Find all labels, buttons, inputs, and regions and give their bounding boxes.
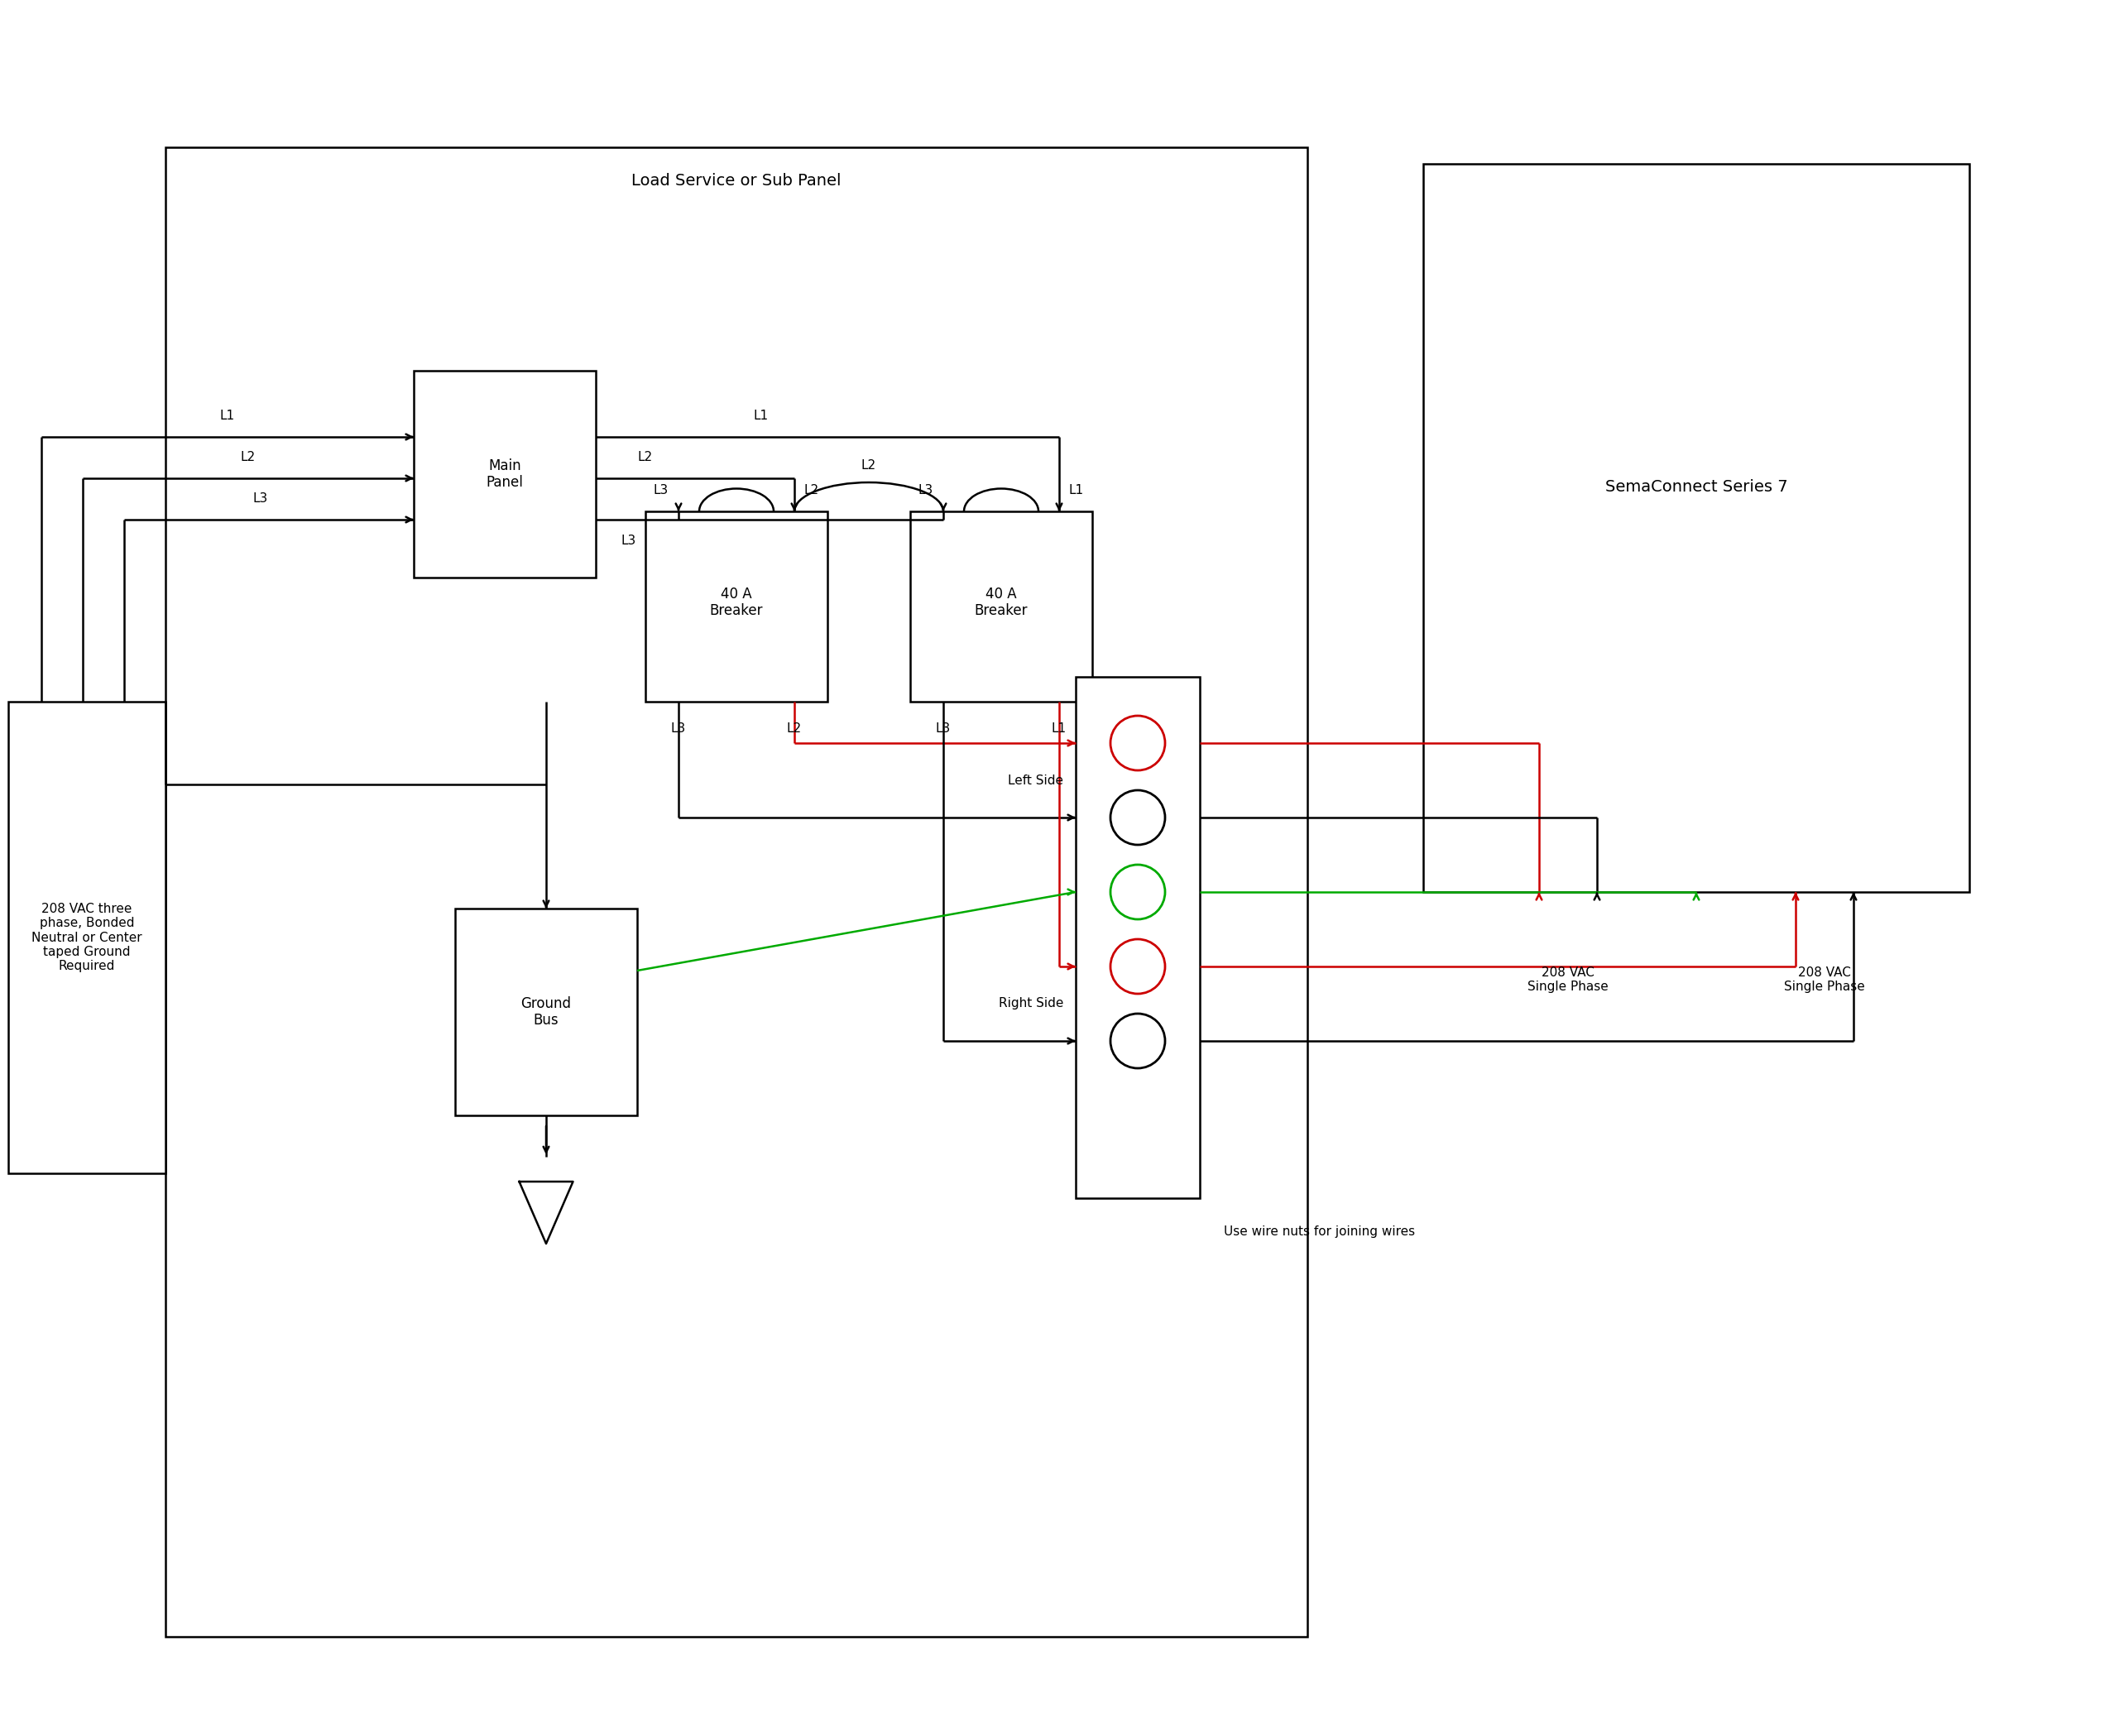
Text: 40 A
Breaker: 40 A Breaker: [975, 587, 1028, 618]
Bar: [414, 372, 595, 578]
Text: L3: L3: [253, 493, 268, 505]
Bar: [8, 701, 165, 1174]
Text: L3: L3: [935, 722, 952, 734]
Bar: [1424, 163, 1969, 892]
Text: Ground
Bus: Ground Bus: [521, 996, 572, 1028]
Text: L2: L2: [787, 722, 802, 734]
Text: L1: L1: [1070, 484, 1085, 496]
Text: L2: L2: [804, 484, 819, 496]
Text: L3: L3: [918, 484, 933, 496]
Text: L1: L1: [1051, 722, 1068, 734]
Text: L2: L2: [241, 451, 255, 464]
Text: Main
Panel: Main Panel: [485, 458, 523, 490]
Bar: [165, 148, 1308, 1637]
Text: L1: L1: [753, 410, 768, 422]
Text: L3: L3: [654, 484, 669, 496]
Text: L3: L3: [620, 535, 637, 547]
Text: Right Side: Right Side: [998, 998, 1063, 1010]
Text: L2: L2: [861, 460, 876, 472]
Text: 208 VAC three
phase, Bonded
Neutral or Center
taped Ground
Required: 208 VAC three phase, Bonded Neutral or C…: [32, 903, 141, 972]
Text: 40 A
Breaker: 40 A Breaker: [709, 587, 764, 618]
Text: Use wire nuts for joining wires: Use wire nuts for joining wires: [1224, 1226, 1416, 1238]
Text: L1: L1: [219, 410, 234, 422]
Text: SemaConnect Series 7: SemaConnect Series 7: [1606, 479, 1787, 495]
Bar: [456, 908, 637, 1116]
Text: Left Side: Left Side: [1009, 774, 1063, 786]
Text: L2: L2: [637, 451, 652, 464]
Bar: [646, 512, 827, 701]
Text: Load Service or Sub Panel: Load Service or Sub Panel: [631, 172, 842, 187]
Bar: [1076, 677, 1201, 1198]
Text: 208 VAC
Single Phase: 208 VAC Single Phase: [1785, 967, 1865, 993]
Bar: [909, 512, 1093, 701]
Text: L3: L3: [671, 722, 686, 734]
Text: 208 VAC
Single Phase: 208 VAC Single Phase: [1528, 967, 1608, 993]
